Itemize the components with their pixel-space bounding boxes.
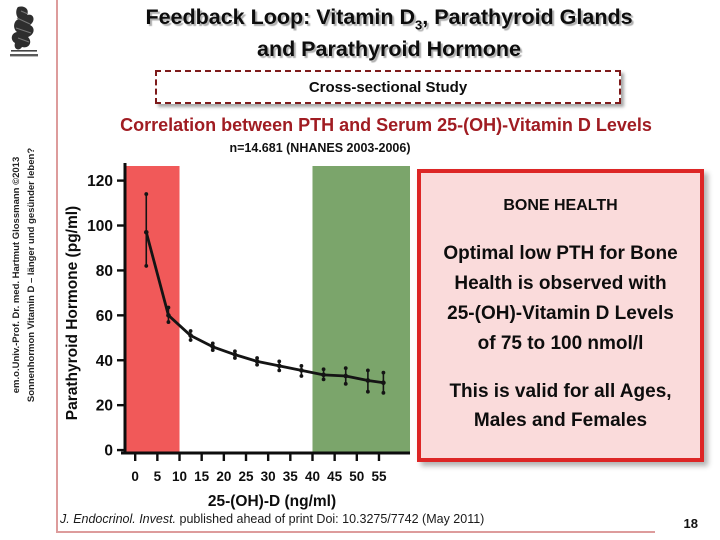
x-tick-label: 30 xyxy=(261,469,276,484)
error-bar-cap xyxy=(321,377,326,382)
info-box-body: Optimal low PTH for Bone Health is obser… xyxy=(421,239,700,359)
x-tick-label: 5 xyxy=(154,469,162,484)
section-subheading: n=14.681 (NHANES 2003-2006) xyxy=(229,141,411,155)
vertical-divider-rule xyxy=(56,0,58,531)
x-tick-label: 50 xyxy=(349,469,364,484)
data-point xyxy=(254,359,260,364)
error-bar-cap xyxy=(233,349,237,354)
citation: J. Endocrinol. Invest. published ahead o… xyxy=(60,512,484,526)
error-bar-cap xyxy=(255,356,259,360)
title-text-pre: Feedback Loop: Vitamin D xyxy=(145,5,416,29)
data-point xyxy=(232,352,238,357)
pth-mean-line xyxy=(144,231,384,385)
x-tick-label: 20 xyxy=(216,469,231,484)
error-bar-cap xyxy=(343,381,348,386)
x-tick-label: 10 xyxy=(172,469,187,484)
sidebar-credit-line2: Sonnenhormon Vitamin D – länger und gesü… xyxy=(26,147,37,403)
error-bar-cap xyxy=(144,264,149,268)
x-tick-label: 0 xyxy=(131,469,139,484)
data-point xyxy=(166,313,171,318)
title-subscript: 3 xyxy=(415,17,423,33)
error-bar-cap xyxy=(188,329,193,333)
error-bar-cap xyxy=(188,338,193,342)
footer-divider-rule xyxy=(56,531,655,533)
error-bar-cap xyxy=(210,341,215,346)
y-tick-label: 80 xyxy=(96,263,113,280)
study-type-box: Cross-sectional Study xyxy=(155,70,621,104)
x-tick-label: 15 xyxy=(194,469,210,484)
info-box-footer-line: Males and Females xyxy=(473,410,648,431)
x-tick-label: 35 xyxy=(283,469,299,484)
bone-health-info-box: BONE HEALTH Optimal low PTH for Bone Hea… xyxy=(417,169,704,462)
y-tick-label: 40 xyxy=(96,353,113,370)
error-bar-cap xyxy=(277,368,282,373)
info-box-body-line: 25-(OH)-Vitamin D Levels xyxy=(447,303,674,324)
engraving-crest-logo xyxy=(8,4,40,60)
slide-title: Feedback Loop: Vitamin D3, Parathyroid G… xyxy=(66,5,712,62)
info-box-footer: This is valid for all Ages, Males and Fe… xyxy=(421,377,700,435)
error-bar-cap xyxy=(233,356,237,360)
y-tick-label: 20 xyxy=(96,398,113,415)
citation-details: published ahead of print Doi: 10.3275/77… xyxy=(176,512,485,526)
info-box-title: BONE HEALTH xyxy=(503,197,618,214)
data-point xyxy=(210,344,216,350)
info-box-body-line: Optimal low PTH for Bone xyxy=(443,243,678,264)
y-axis-title: Parathyroid Hormone (pg/ml) xyxy=(64,206,81,420)
y-tick-label: 60 xyxy=(96,308,113,325)
error-bar-cap xyxy=(166,320,171,324)
data-point xyxy=(299,368,304,373)
error-bar-cap xyxy=(144,192,149,196)
error-bar-cap xyxy=(277,359,282,364)
x-tick-label: 45 xyxy=(327,469,343,484)
info-box-body-line: of 75 to 100 nmol/l xyxy=(477,333,644,354)
info-box-footer-line: This is valid for all Ages, xyxy=(449,381,672,402)
error-bar-cap xyxy=(299,374,304,378)
x-tick-label: 55 xyxy=(371,469,387,484)
data-point xyxy=(343,373,349,379)
error-bar-cap xyxy=(343,366,348,371)
title-text-post: , Parathyroid Glands xyxy=(422,5,633,29)
error-bar-cap xyxy=(365,368,370,373)
error-bar-cap xyxy=(321,367,326,372)
slide-title-line2: and Parathyroid Hormone xyxy=(256,37,521,62)
data-point xyxy=(143,229,149,235)
y-tick-label: 120 xyxy=(87,173,113,190)
green-highlight-band xyxy=(312,166,410,453)
error-bar-cap xyxy=(210,348,215,353)
error-bar-cap xyxy=(365,389,370,394)
error-bar-cap xyxy=(299,363,304,368)
x-axis-title: 25-(OH)-D (ng/ml) xyxy=(208,493,336,510)
page-number: 18 xyxy=(683,516,698,531)
x-tick-label: 25 xyxy=(238,469,254,484)
error-bar-cap xyxy=(255,362,259,367)
data-point xyxy=(276,363,282,369)
info-box-body-line: Health is observed with xyxy=(454,273,667,294)
error-bar-cap xyxy=(381,390,386,395)
slide-title-line1: Feedback Loop: Vitamin D3, Parathyroid G… xyxy=(66,5,712,37)
red-highlight-band xyxy=(125,166,180,453)
sidebar-credit: em.o.Univ.-Prof. Dr. med. Hartmut Glossm… xyxy=(9,73,43,477)
data-point xyxy=(188,333,193,338)
pth-vitamin-d-chart: 0 20 40 60 80 100 120 0 5 10 15 20 25 30 35 40 45 50 55 25-… xyxy=(60,158,420,518)
data-point xyxy=(365,378,371,383)
data-point xyxy=(381,380,386,386)
citation-journal: J. Endocrinol. Invest. xyxy=(60,512,177,526)
chart-bands xyxy=(125,166,410,453)
data-point-markers xyxy=(143,229,386,386)
y-tick-label: 100 xyxy=(87,218,113,235)
error-bar-cap xyxy=(381,370,386,375)
data-point xyxy=(321,372,326,378)
x-tick-label: 40 xyxy=(305,469,320,484)
section-heading: Correlation between PTH and Serum 25-(OH… xyxy=(120,115,652,135)
sidebar-credit-line1: em.o.Univ.-Prof. Dr. med. Hartmut Glossm… xyxy=(11,156,22,394)
y-tick-label: 0 xyxy=(104,443,113,460)
study-type-label: Cross-sectional Study xyxy=(308,78,468,96)
